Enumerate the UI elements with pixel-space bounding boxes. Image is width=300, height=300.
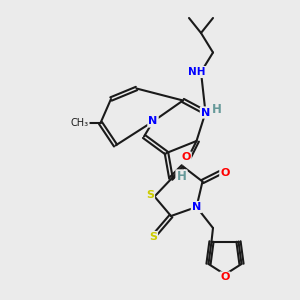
Text: N: N: [201, 107, 210, 118]
Text: N: N: [192, 202, 201, 212]
Text: O: O: [220, 167, 230, 178]
Text: O: O: [220, 272, 230, 283]
Text: O: O: [181, 152, 191, 163]
Text: CH₃: CH₃: [70, 118, 88, 128]
Text: S: S: [149, 232, 157, 242]
Text: H: H: [177, 170, 186, 184]
Text: NH: NH: [188, 67, 205, 77]
Text: H: H: [212, 103, 222, 116]
Text: S: S: [146, 190, 154, 200]
Text: N: N: [148, 116, 158, 127]
